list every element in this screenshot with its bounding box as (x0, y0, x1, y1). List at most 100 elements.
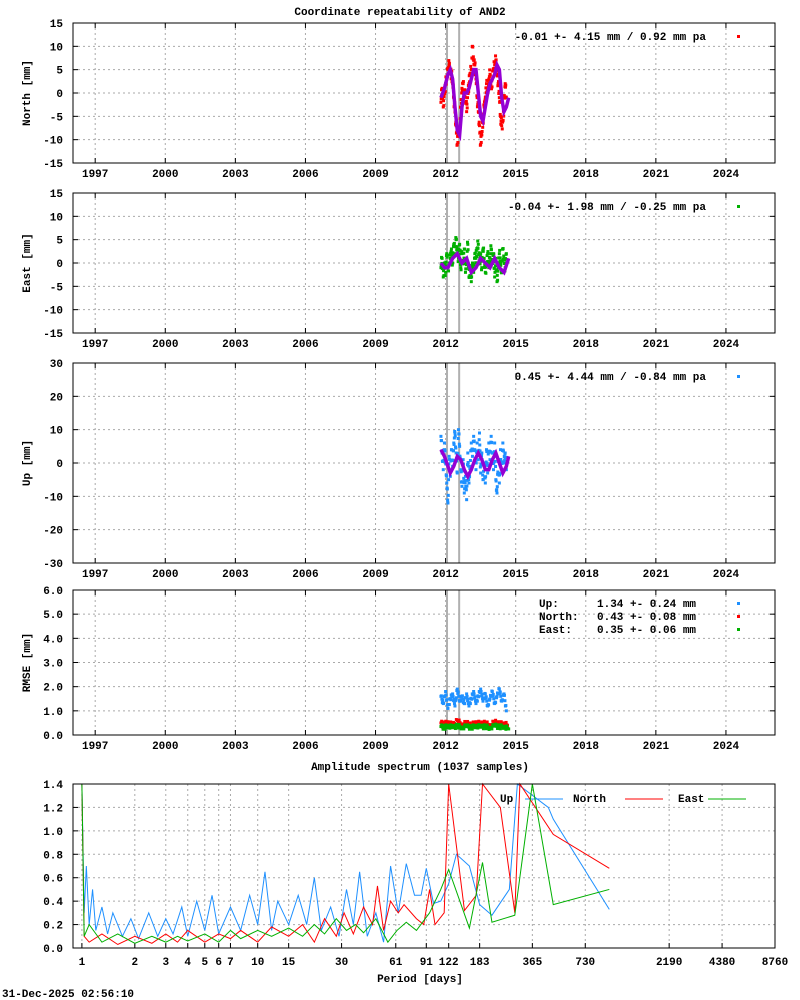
x-tick-label: 2021 (643, 169, 670, 181)
data-point (492, 697, 496, 701)
data-point (444, 474, 448, 478)
data-point (501, 726, 505, 730)
y-tick-label: -20 (43, 526, 63, 538)
data-point (446, 706, 450, 710)
y-tick-label: 2.0 (43, 683, 63, 695)
data-point (477, 431, 481, 435)
x-tick-label: 10 (251, 957, 264, 969)
data-point (460, 91, 464, 95)
data-point (440, 719, 444, 723)
data-point (488, 458, 492, 462)
data-point (480, 268, 484, 272)
data-point (475, 720, 479, 724)
data-point (485, 450, 489, 453)
data-point (494, 264, 498, 268)
y-tick-label: -15 (43, 329, 63, 341)
x-tick-label: 2024 (713, 741, 740, 753)
data-point (479, 140, 483, 144)
data-point (440, 255, 444, 259)
x-tick-label: 2000 (152, 169, 178, 181)
data-point (439, 434, 443, 438)
data-point (496, 80, 500, 84)
data-point (446, 501, 450, 505)
data-point (439, 694, 443, 698)
data-point (475, 699, 479, 703)
fit-curve (439, 448, 511, 481)
data-point (467, 704, 471, 708)
data-point (468, 467, 472, 470)
data-point (494, 718, 498, 722)
data-point (489, 244, 493, 248)
y-tick-label: 10 (50, 212, 63, 224)
data-point (454, 446, 458, 450)
data-point (490, 690, 494, 693)
x-tick-label: 2012 (432, 741, 458, 753)
y-tick-label: 1.0 (43, 707, 63, 719)
data-point (485, 723, 489, 727)
legend-text: 0.45 +- 4.44 mm / -0.84 mm pa (515, 372, 707, 384)
data-point (493, 61, 497, 65)
data-point (489, 725, 493, 729)
data-point (467, 481, 471, 485)
data-point (462, 698, 466, 702)
data-point (497, 96, 501, 100)
data-point (439, 100, 443, 104)
data-point (504, 83, 508, 87)
data-point (447, 63, 451, 67)
data-point (447, 454, 451, 458)
data-point (446, 498, 450, 502)
x-tick-label: 2012 (432, 169, 458, 181)
legend-marker (737, 205, 740, 208)
data-point (497, 252, 501, 256)
data-point (502, 94, 506, 98)
data-point (497, 687, 501, 691)
data-point (465, 249, 469, 253)
data-point (462, 476, 466, 480)
data-point (462, 727, 466, 731)
data-point (501, 698, 505, 702)
legend-value: 0.43 +- 0.08 mm (597, 612, 696, 624)
data-point (456, 726, 460, 730)
data-point (469, 441, 473, 445)
data-point (462, 256, 466, 260)
data-point (474, 261, 478, 265)
data-point (496, 84, 500, 88)
data-point (457, 432, 461, 436)
data-point (454, 696, 458, 700)
data-point (448, 726, 452, 730)
data-point (466, 240, 470, 244)
data-point (494, 58, 498, 62)
data-point (487, 441, 491, 445)
plot-frame (72, 22, 776, 164)
data-point (487, 259, 491, 263)
data-point (461, 725, 465, 729)
data-point (486, 471, 490, 475)
data-point (476, 239, 480, 243)
data-point (442, 99, 446, 103)
data-point (478, 130, 482, 134)
data-point (460, 484, 464, 488)
data-point (504, 95, 508, 99)
data-point (442, 104, 446, 108)
data-point (499, 263, 503, 267)
data-point (452, 241, 456, 245)
data-point (474, 461, 478, 465)
data-point (484, 727, 488, 731)
data-point (451, 449, 455, 453)
data-point (470, 67, 474, 71)
data-point (499, 116, 503, 120)
data-point (447, 61, 451, 65)
data-point (477, 695, 481, 699)
legend-text: -0.04 +- 1.98 mm / -0.25 mm pa (508, 202, 706, 214)
data-point (488, 68, 492, 72)
data-point (492, 266, 496, 270)
data-point (455, 245, 459, 249)
data-point (447, 269, 451, 273)
data-point (469, 64, 473, 68)
data-point (459, 727, 463, 731)
x-tick-label: 2012 (432, 339, 458, 351)
data-point (498, 473, 502, 477)
data-point (486, 78, 490, 82)
data-point (488, 697, 492, 701)
x-tick-label: 2018 (573, 569, 600, 581)
